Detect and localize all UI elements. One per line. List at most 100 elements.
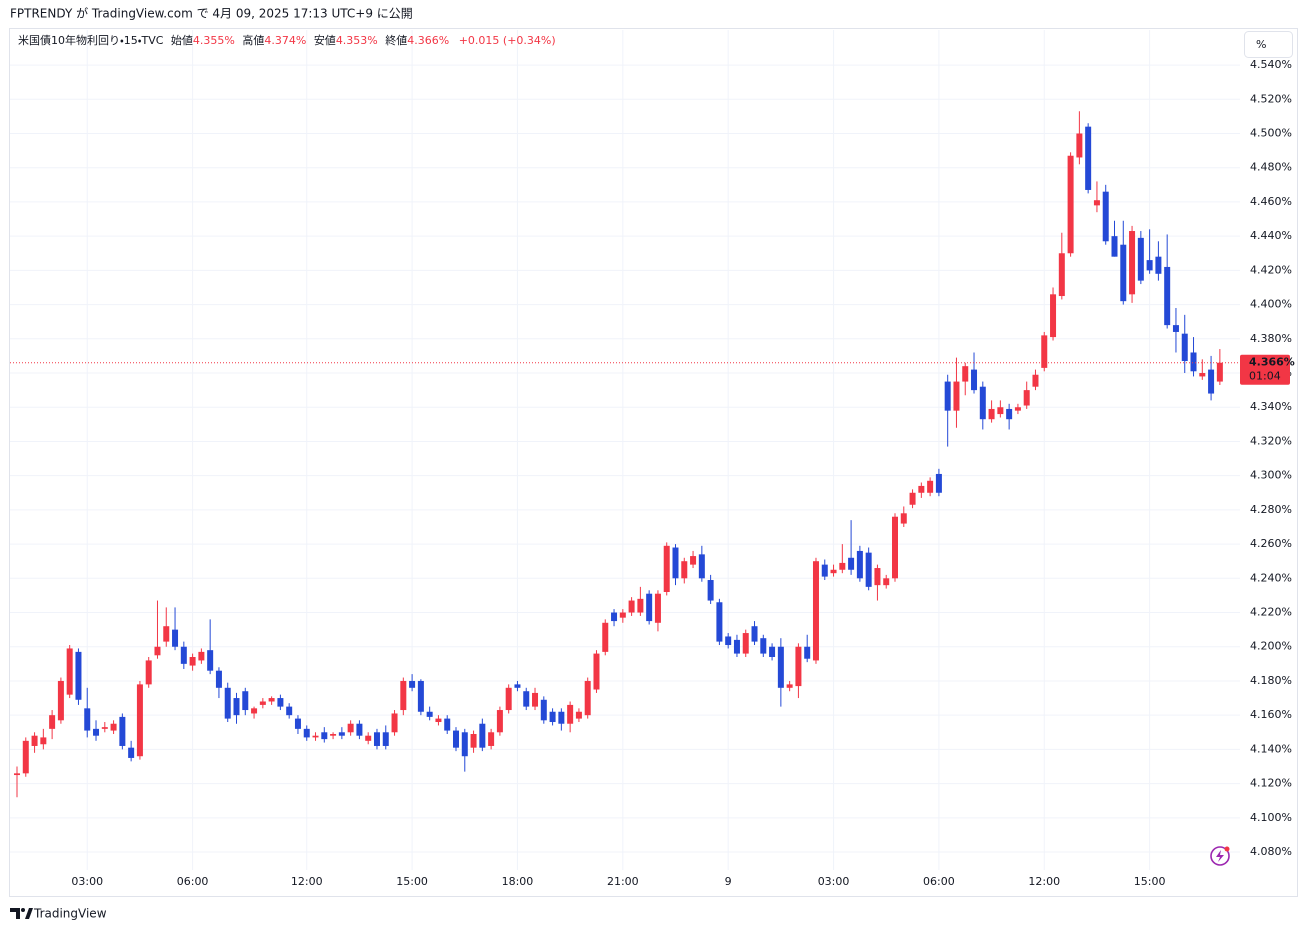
candle-body <box>461 732 468 757</box>
candle-body <box>760 638 767 654</box>
legend: 米国債10年物利回り・15・TVC 始値4.355% 高値4.374% 安値4.… <box>18 33 556 47</box>
candle-body <box>795 646 802 687</box>
candle-body <box>136 684 143 757</box>
candle-body <box>716 602 723 642</box>
candle-body <box>496 710 503 733</box>
candle-body <box>733 639 740 654</box>
y-tick-label: 4.160% <box>1250 708 1292 721</box>
x-tick-label: 21:00 <box>607 875 639 888</box>
y-tick-label: 4.260% <box>1250 537 1292 550</box>
chart-frame <box>9 28 1298 897</box>
candle-body <box>742 633 749 654</box>
logo-slash[interactable] <box>25 908 33 919</box>
candle-body <box>751 626 758 642</box>
x-tick-label: 12:00 <box>1028 875 1060 888</box>
candle-body <box>453 730 459 748</box>
candle-body <box>479 723 486 748</box>
y-tick-label: 4.180% <box>1250 674 1292 687</box>
y-tick-label: 4.240% <box>1250 571 1292 584</box>
candle-body <box>584 680 591 716</box>
candle-body <box>944 381 951 411</box>
logo-mark[interactable] <box>10 908 20 919</box>
icon-ring[interactable] <box>1210 846 1230 866</box>
x-tick-label: 03:00 <box>818 875 850 888</box>
candle-body <box>189 657 196 666</box>
x-tick-label: 12:00 <box>291 875 323 888</box>
candle-body <box>1216 362 1223 382</box>
percent-button[interactable] <box>1244 31 1293 58</box>
candle-body <box>892 516 898 579</box>
candle-body <box>1023 390 1030 406</box>
candle-body <box>619 612 626 618</box>
legend-open: 4.355% <box>193 34 235 47</box>
candle-body <box>575 711 582 719</box>
candle-body <box>883 578 890 586</box>
candle-body <box>848 557 855 570</box>
candle-body <box>602 622 609 652</box>
y-tick-label: 4.100% <box>1250 811 1292 824</box>
icon-bolt[interactable] <box>1216 850 1224 862</box>
candle-body <box>198 651 205 661</box>
candle-body <box>242 691 249 711</box>
x-tick-label: 9 <box>725 875 732 888</box>
candle-body <box>593 653 600 690</box>
candle-body <box>927 480 934 493</box>
legend-close: 4.366% <box>407 34 449 47</box>
candle-body <box>690 556 697 565</box>
candle-body <box>865 552 872 587</box>
y-tick-label: 4.540% <box>1250 58 1292 71</box>
candle-body <box>470 733 477 748</box>
y-tick-label: 4.280% <box>1250 503 1292 516</box>
candle-body <box>812 561 819 661</box>
candle-body <box>1120 244 1127 302</box>
candle-body <box>128 747 135 758</box>
candle-body <box>698 554 705 579</box>
candle-body <box>1146 260 1153 271</box>
logo-dot[interactable] <box>21 908 25 912</box>
candle-body <box>1050 294 1057 338</box>
percent-button-label[interactable]: % <box>1256 38 1266 51</box>
candle-body <box>611 612 618 622</box>
candle-body <box>777 646 784 688</box>
icon-dot[interactable] <box>1224 846 1230 852</box>
candle-body <box>338 732 345 736</box>
candle-body <box>663 545 670 592</box>
candle-body <box>101 727 108 729</box>
candle-body <box>953 381 960 411</box>
candle-body <box>1041 335 1048 368</box>
candle-body <box>567 704 574 724</box>
y-tick-label: 4.080% <box>1250 845 1292 858</box>
brand-logo[interactable] <box>10 908 33 919</box>
y-tick-label: 4.140% <box>1250 742 1292 755</box>
candle-body <box>119 716 126 746</box>
candle-body <box>1032 374 1039 387</box>
candle-body <box>488 732 495 746</box>
candle-body <box>409 680 416 688</box>
candle-body <box>382 732 389 746</box>
candle-body <box>786 684 793 688</box>
countdown: 01:04 <box>1249 370 1281 383</box>
candle-body <box>672 547 679 579</box>
lightning-icon[interactable] <box>1210 846 1230 866</box>
candle-body <box>505 687 512 711</box>
candle-body <box>707 580 714 601</box>
brand-name[interactable]: TradingView <box>33 907 107 921</box>
candle-body <box>259 701 266 705</box>
candle-body <box>356 723 363 736</box>
candle-body <box>40 737 47 745</box>
candle-body <box>426 711 433 717</box>
candle-body <box>540 699 547 721</box>
candle-body <box>1111 236 1118 257</box>
x-tick-label: 15:00 <box>1134 875 1166 888</box>
x-tick-label: 18:00 <box>502 875 534 888</box>
legend-change: +0.015 (+0.34%) <box>459 34 556 47</box>
candle-body <box>215 670 222 688</box>
candle-body <box>444 718 451 731</box>
candle-body <box>918 485 925 493</box>
candle-body <box>312 735 319 738</box>
y-tick-label: 4.480% <box>1250 161 1292 174</box>
candle-body <box>1093 200 1100 206</box>
candle-body <box>935 473 942 493</box>
